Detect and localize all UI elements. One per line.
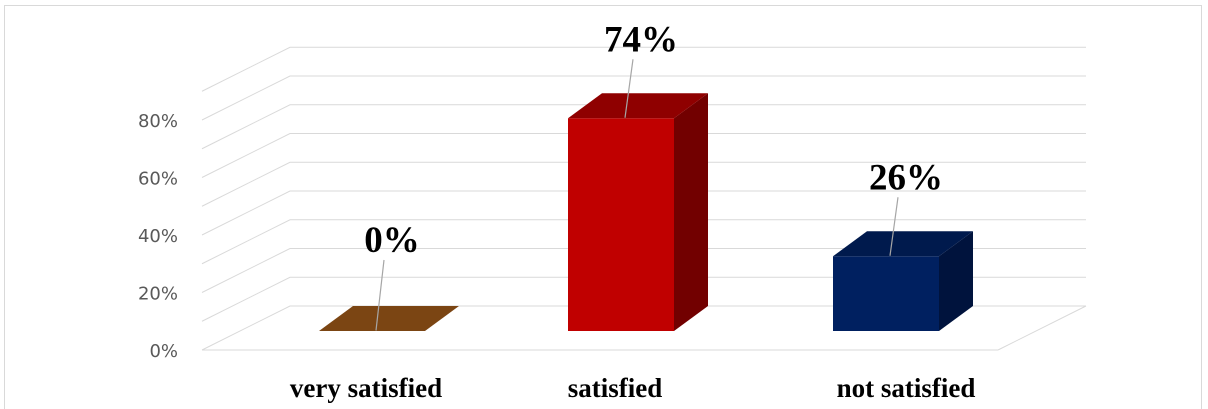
gridline	[201, 104, 1086, 150]
bar-front	[568, 118, 674, 331]
bar	[319, 259, 459, 331]
y-axis-ticks: 0% 20% 40% 60% 80%	[138, 111, 178, 362]
data-labels: 0% 74% 26%	[364, 19, 943, 261]
gridline	[201, 133, 1086, 178]
gridline	[201, 248, 1086, 293]
bar-front	[833, 256, 939, 331]
y-tick-label: 40%	[138, 226, 178, 247]
category-label: very satisfied	[290, 373, 442, 403]
leader-line	[624, 59, 634, 118]
chart-frame	[4, 5, 1202, 409]
x-axis-categories: very satisfied satisfied not satisfied	[290, 373, 975, 403]
bar-side	[674, 93, 708, 331]
y-tick-label: 80%	[138, 111, 178, 132]
gridline	[201, 161, 1086, 207]
gridlines	[201, 46, 1087, 351]
gridline	[201, 305, 1086, 351]
gridline	[201, 276, 1086, 322]
data-label: 0%	[364, 220, 420, 261]
y-tick-label: 60%	[138, 169, 178, 190]
category-label: satisfied	[568, 373, 663, 403]
leader-line	[889, 197, 899, 256]
bar	[568, 59, 708, 331]
gridline	[201, 75, 1086, 121]
bars	[319, 59, 973, 331]
bar-top	[568, 93, 708, 119]
gridline	[201, 46, 1086, 92]
gridline	[201, 190, 1086, 236]
data-label: 74%	[604, 19, 678, 60]
data-label: 26%	[869, 157, 943, 198]
y-tick-label: 20%	[138, 284, 178, 305]
floor-right-edge	[997, 305, 1087, 351]
category-label: not satisfied	[837, 373, 976, 403]
gridline	[201, 219, 1086, 265]
bar-top	[833, 231, 973, 257]
bar	[833, 197, 973, 331]
bar-side	[939, 231, 973, 331]
bar-top	[319, 306, 459, 331]
leader-line	[375, 259, 385, 331]
y-tick-label: 0%	[149, 341, 178, 362]
